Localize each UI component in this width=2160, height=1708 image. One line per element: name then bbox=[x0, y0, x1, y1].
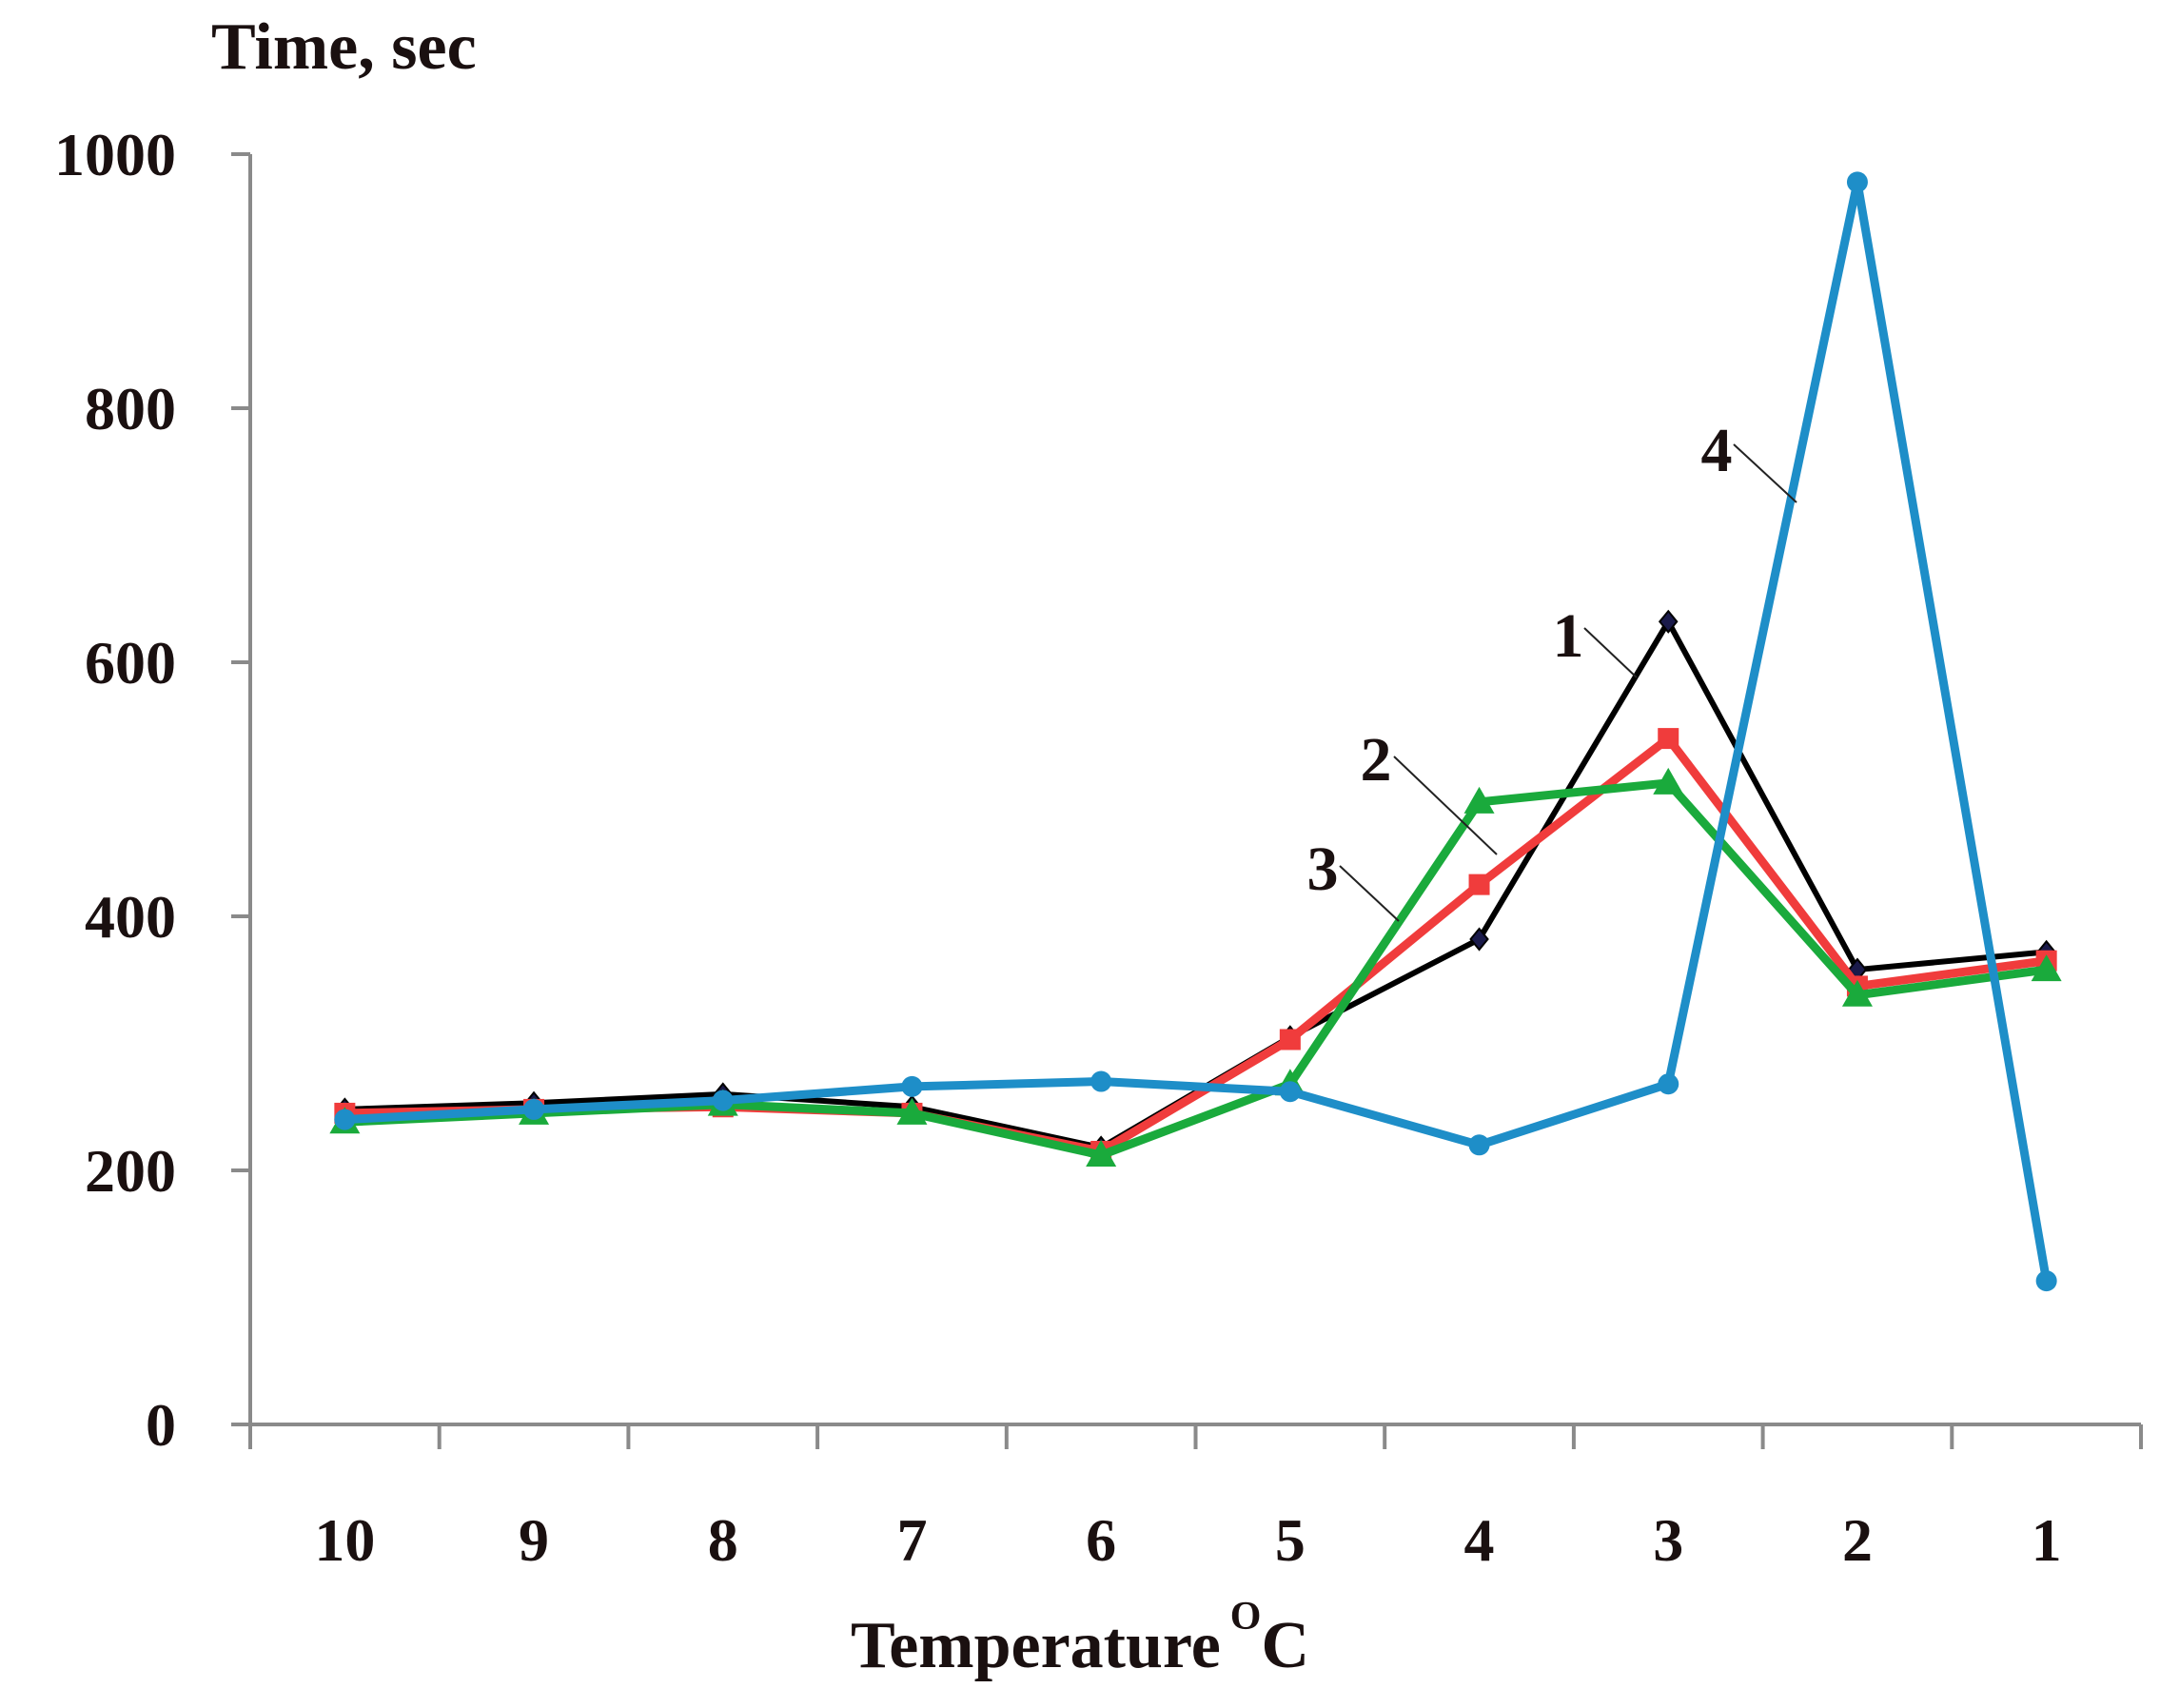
x-tick-label: 10 bbox=[314, 1506, 375, 1574]
y-tick-label: 800 bbox=[85, 375, 176, 442]
series-1-point bbox=[1658, 609, 1679, 634]
series-2 bbox=[334, 728, 2057, 1162]
series-4-point bbox=[1658, 1073, 1679, 1095]
y-tick-label: 400 bbox=[85, 883, 176, 951]
series-4-point bbox=[1090, 1070, 1112, 1092]
x-axis-title: Temperature OC bbox=[851, 1595, 1309, 1682]
y-tick-label: 1000 bbox=[54, 121, 176, 188]
y-axis-title: Time, sec bbox=[211, 10, 477, 84]
series-3-point bbox=[1463, 786, 1495, 814]
series-4-point bbox=[523, 1098, 545, 1120]
series-3-point bbox=[2031, 954, 2062, 982]
annotation-label-4: 4 bbox=[1701, 416, 1733, 485]
series-3-point bbox=[1086, 1139, 1117, 1167]
annotation-label-2: 2 bbox=[1361, 725, 1392, 795]
annotation-leader-2 bbox=[1393, 756, 1498, 855]
x-tick-label: 4 bbox=[1464, 1506, 1495, 1574]
x-tick-label: 1 bbox=[2032, 1506, 2062, 1574]
series-2-point bbox=[1279, 1029, 1301, 1050]
annotation-leader-3 bbox=[1339, 865, 1400, 922]
y-tick-label: 200 bbox=[85, 1137, 176, 1205]
x-tick-labels: 10 9 8 7 6 5 4 3 2 1 bbox=[314, 1506, 2061, 1574]
series-4-point bbox=[712, 1090, 734, 1111]
series-4-point bbox=[1279, 1081, 1301, 1103]
series-4-point bbox=[2035, 1270, 2057, 1292]
y-tick-label: 0 bbox=[146, 1391, 176, 1459]
series-3-point bbox=[1841, 979, 1873, 1007]
x-tick-label: 6 bbox=[1086, 1506, 1116, 1574]
series-4-point bbox=[1468, 1134, 1490, 1156]
series-3-point bbox=[1653, 767, 1684, 795]
x-tick-label: 3 bbox=[1653, 1506, 1683, 1574]
y-tick-labels: 0 200 400 600 800 1000 bbox=[54, 121, 176, 1459]
series-4-line bbox=[344, 177, 2052, 1282]
series-1 bbox=[335, 609, 2056, 1160]
series-4 bbox=[334, 171, 2057, 1292]
x-tick-label: 7 bbox=[896, 1506, 927, 1574]
annotation-label-3: 3 bbox=[1307, 834, 1339, 904]
x-axis-title-main: Temperature bbox=[851, 1609, 1221, 1682]
x-axis-title-unit: C bbox=[1261, 1609, 1309, 1682]
x-axis-title-superscript: O bbox=[1230, 1595, 1262, 1639]
series-1-point bbox=[1469, 927, 1489, 952]
series-2-point bbox=[1658, 728, 1679, 750]
series-1-line bbox=[344, 618, 2047, 1150]
series-layer bbox=[329, 171, 2062, 1292]
series-4-point bbox=[1846, 171, 1868, 193]
x-tick-label: 9 bbox=[519, 1506, 549, 1574]
axes bbox=[231, 152, 2143, 1449]
series-4-point bbox=[334, 1109, 356, 1130]
annotation-leader-1 bbox=[1583, 627, 1638, 678]
annotation-label-1: 1 bbox=[1553, 601, 1584, 671]
series-annotations: 1 23 4 bbox=[1307, 416, 1797, 922]
x-tick-label: 8 bbox=[708, 1506, 738, 1574]
series-4-point bbox=[901, 1075, 923, 1097]
series-3-point bbox=[896, 1097, 928, 1125]
y-tick-label: 600 bbox=[85, 629, 176, 697]
annotation-leader-4 bbox=[1733, 443, 1797, 503]
series-2-point bbox=[1468, 874, 1490, 895]
x-tick-label: 5 bbox=[1275, 1506, 1306, 1574]
x-tick-label: 2 bbox=[1842, 1506, 1873, 1574]
